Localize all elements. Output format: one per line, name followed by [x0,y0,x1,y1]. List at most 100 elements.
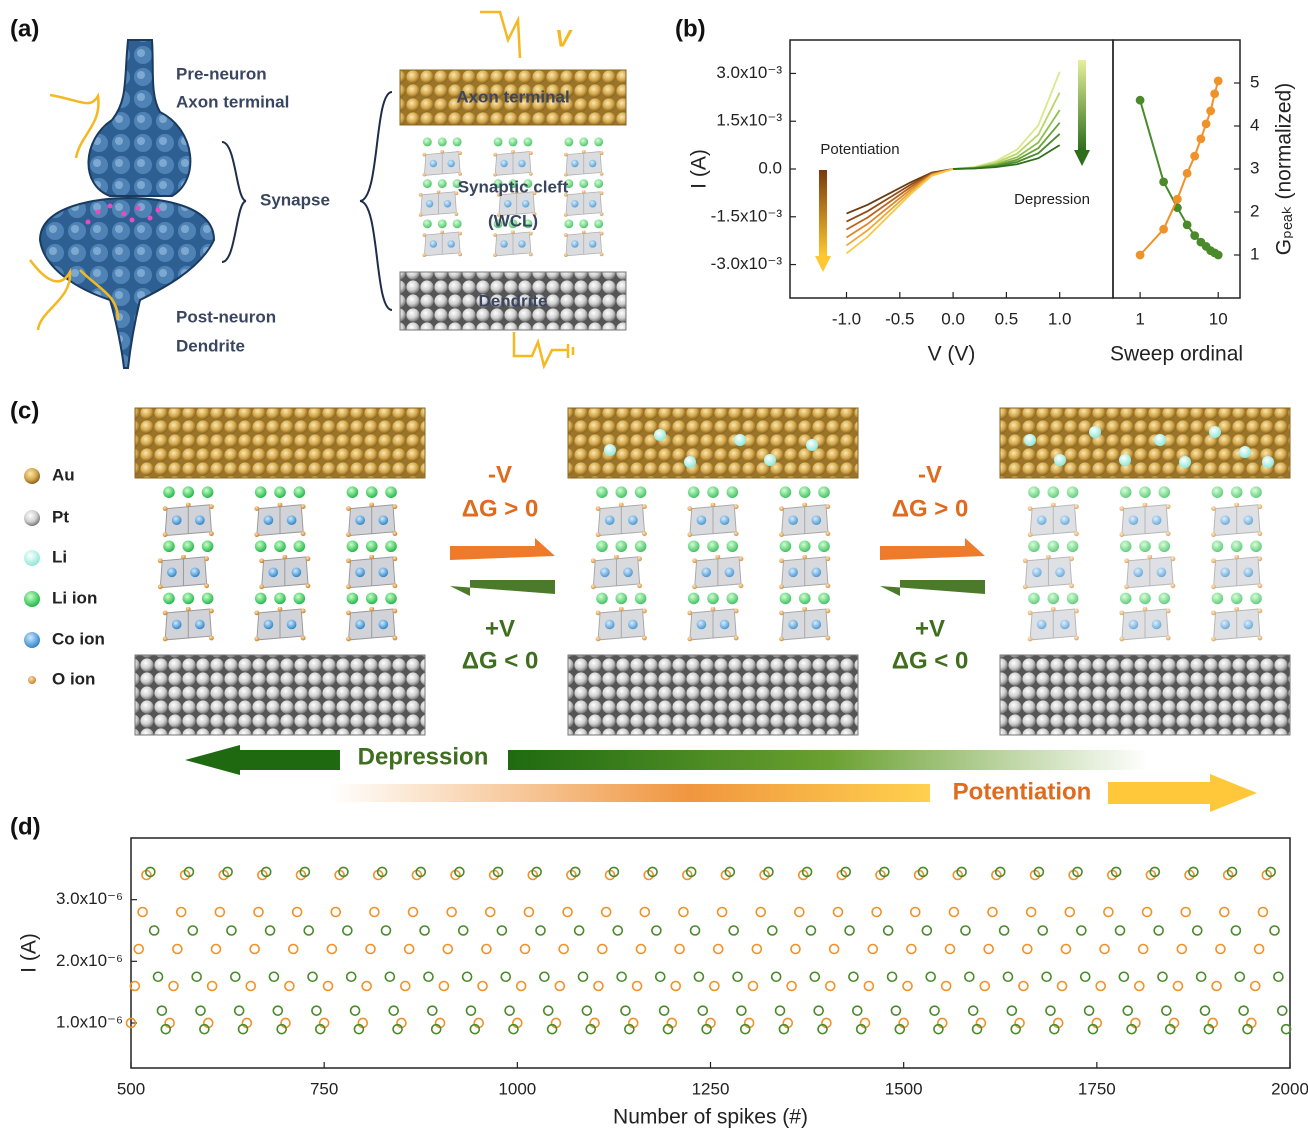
data-point [463,972,472,981]
y-tick-label: 3.0x10⁻³ [716,63,782,82]
trend-label: Depression [358,743,489,770]
data-point [1212,981,1221,990]
data-point [1139,944,1148,953]
data-point [787,981,796,990]
data-point [420,926,429,935]
data-point [246,981,255,990]
data-point [482,944,491,953]
data-point [1193,926,1202,935]
series-line [953,93,1060,169]
data-point [266,926,275,935]
data-point [602,907,611,916]
data-point [351,1006,360,1015]
data-point [748,981,757,990]
data-point [949,907,958,916]
data-point [826,981,835,990]
y-tick-label: 4 [1250,115,1259,134]
data-point [1239,1006,1248,1015]
series-line [953,123,1060,169]
legend-label: Au [52,465,75,484]
data-point [1173,195,1181,203]
data-point [1183,221,1191,229]
data-point [157,1006,166,1015]
data-point [1143,907,1152,916]
data-point [594,981,603,990]
data-point [671,981,680,990]
data-point [536,926,545,935]
y-tick-label: 2 [1250,201,1259,220]
x-axis-label: Number of spikes (#) [613,1106,808,1129]
bias-label: +V [915,615,945,642]
data-point [424,972,433,981]
data-point [343,926,352,935]
x-axis-label: V (V) [928,343,976,366]
data-point [613,926,622,935]
x-tick-label: 1.0 [1048,309,1072,328]
y-tick-label: 3.0x10⁻⁶ [56,889,123,908]
data-point [1042,972,1051,981]
data-point [1191,232,1199,240]
x-tick-label: 10 [1209,309,1228,328]
x-axis-label: Sweep ordinal [1110,343,1243,366]
data-point [969,1006,978,1015]
data-point [1258,907,1267,916]
data-point [710,981,719,990]
data-point [192,972,201,981]
legend-label: Li [52,547,67,566]
bias-label: -V [488,461,512,488]
legend-label: O ion [52,669,95,688]
label: Axon terminal [456,87,569,106]
data-point [285,981,294,990]
panel-label: (b) [675,15,706,42]
data-point [1123,1006,1132,1015]
x-tick-label: 1 [1135,309,1144,328]
figure: (a) (b) (c) (d) Pre-neuron Axon terminal… [0,0,1308,1134]
data-point [1081,972,1090,981]
label: Axon terminal [176,92,289,111]
data-point [1003,972,1012,981]
y-tick-label: 3 [1250,158,1259,177]
label: Pre-neuron [176,64,267,83]
data-point [304,926,313,935]
data-point [1019,981,1028,990]
data-point [208,981,217,990]
series-line [847,169,954,253]
data-point [776,1006,785,1015]
data-point [737,1006,746,1015]
series-line [1140,81,1218,255]
voltage-label: V [555,25,573,52]
data-point [1202,120,1210,128]
gradient-arrows [815,60,1090,272]
data-point [1000,926,1009,935]
data-point [768,926,777,935]
data-point [409,907,418,916]
data-point [1136,96,1144,104]
data-point [1274,972,1283,981]
data-point [942,981,951,990]
data-point [540,972,549,981]
data-point [154,972,163,981]
data-point [830,944,839,953]
data-point [1197,135,1205,143]
data-point [621,1006,630,1015]
data-point [289,944,298,953]
x-tick-label: 1000 [498,1079,536,1098]
label: Dendrite [479,291,548,310]
y-axis-label: I (A) [688,149,711,189]
data-point [173,944,182,953]
legend-label: Pt [52,507,69,526]
data-point [478,981,487,990]
data-point [1135,981,1144,990]
data-point [946,944,955,953]
data-point [188,926,197,935]
data-point [1177,944,1186,953]
data-point [1061,944,1070,953]
series-line [953,134,1060,169]
data-point [652,926,661,935]
data-point [772,972,781,981]
data-point [691,926,700,935]
data-point [810,972,819,981]
data-point [1160,225,1168,233]
y-tick-label: 1.0x10⁻⁶ [56,1012,123,1031]
data-point [521,944,530,953]
